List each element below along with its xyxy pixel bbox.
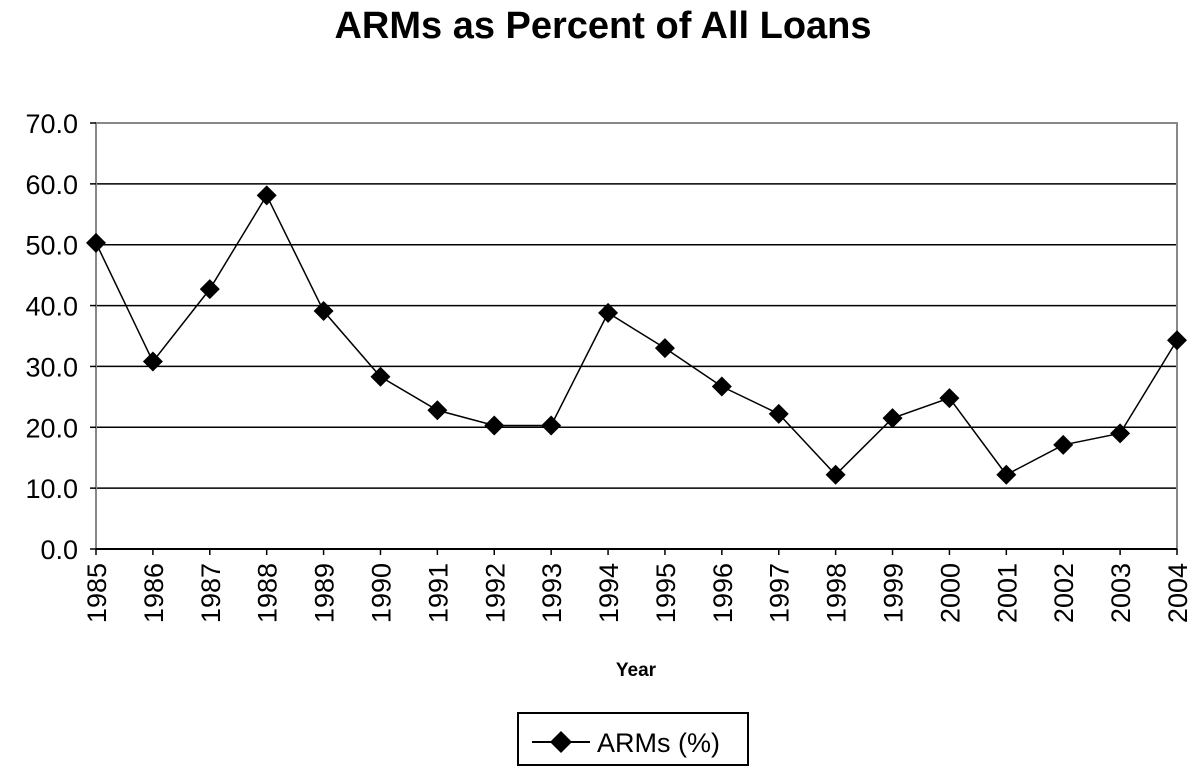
- data-point: [256, 185, 277, 206]
- legend: ARMs (%): [517, 712, 749, 766]
- y-tick-label: 20.0: [25, 413, 78, 443]
- x-tick-label: 1998: [822, 563, 852, 623]
- data-point: [825, 464, 846, 485]
- data-point: [1053, 434, 1074, 455]
- data-point: [142, 351, 163, 372]
- data-point: [882, 408, 903, 429]
- x-tick-label: 1993: [537, 563, 567, 623]
- data-point: [598, 302, 619, 323]
- grid-lines: [96, 183, 1177, 489]
- x-tick-label: 1995: [651, 563, 681, 623]
- x-axis: 1985 1986 1987 1988 1989 1990 1991 1992 1993 1994…: [82, 549, 1193, 623]
- x-tick-label: 1997: [765, 563, 795, 623]
- data-point: [1110, 423, 1131, 444]
- x-tick-label: 1994: [594, 563, 624, 623]
- x-tick-label: 1987: [196, 563, 226, 623]
- data-point: [199, 279, 220, 300]
- data-point: [711, 376, 732, 397]
- series-line: [95, 193, 1178, 476]
- x-tick-label: 1985: [82, 563, 112, 623]
- y-tick-label: 70.0: [25, 109, 78, 139]
- x-tick-label: 1996: [708, 563, 738, 623]
- x-axis-label: Year: [616, 660, 657, 681]
- y-tick-label: 50.0: [25, 231, 78, 261]
- legend-diamond-icon: [550, 731, 572, 753]
- chart-title: ARMs as Percent of All Loans: [334, 5, 871, 47]
- y-tick-label: 40.0: [25, 292, 78, 322]
- data-point: [939, 388, 960, 409]
- x-tick-label: 1989: [310, 563, 340, 623]
- data-point: [996, 464, 1017, 485]
- data-point: [86, 232, 106, 253]
- plot-area: [95, 122, 1178, 550]
- data-point: [370, 366, 391, 387]
- x-tick-label: 2001: [992, 563, 1022, 623]
- data-point: [484, 415, 505, 436]
- data-point: [1167, 330, 1187, 351]
- x-tick-label: 1990: [366, 563, 396, 623]
- y-tick-label: 60.0: [25, 170, 78, 200]
- data-point: [654, 338, 675, 359]
- series-arms: [86, 185, 1187, 485]
- data-point: [427, 400, 448, 421]
- x-tick-label: 1992: [480, 563, 510, 623]
- y-tick-label: 30.0: [25, 352, 78, 382]
- x-tick-label: 2000: [935, 563, 965, 623]
- x-tick-label: 1999: [879, 563, 909, 623]
- x-tick-label: 1988: [253, 563, 283, 623]
- x-tick-label: 2003: [1106, 563, 1136, 623]
- data-point: [541, 415, 562, 436]
- y-axis: 0.0 10.0 20.0 30.0 40.0 50.0 60.0 70.0: [25, 109, 1177, 565]
- x-tick-label: 1986: [139, 563, 169, 623]
- data-point: [313, 301, 334, 322]
- x-tick-label: 1991: [423, 563, 453, 623]
- x-tick-label: 2002: [1049, 563, 1079, 623]
- x-tick-label: 2004: [1163, 563, 1193, 623]
- y-tick-label: 10.0: [25, 474, 78, 504]
- y-tick-label: 0.0: [40, 535, 78, 565]
- legend-label-arms: ARMs (%): [597, 728, 720, 758]
- data-point: [768, 403, 789, 424]
